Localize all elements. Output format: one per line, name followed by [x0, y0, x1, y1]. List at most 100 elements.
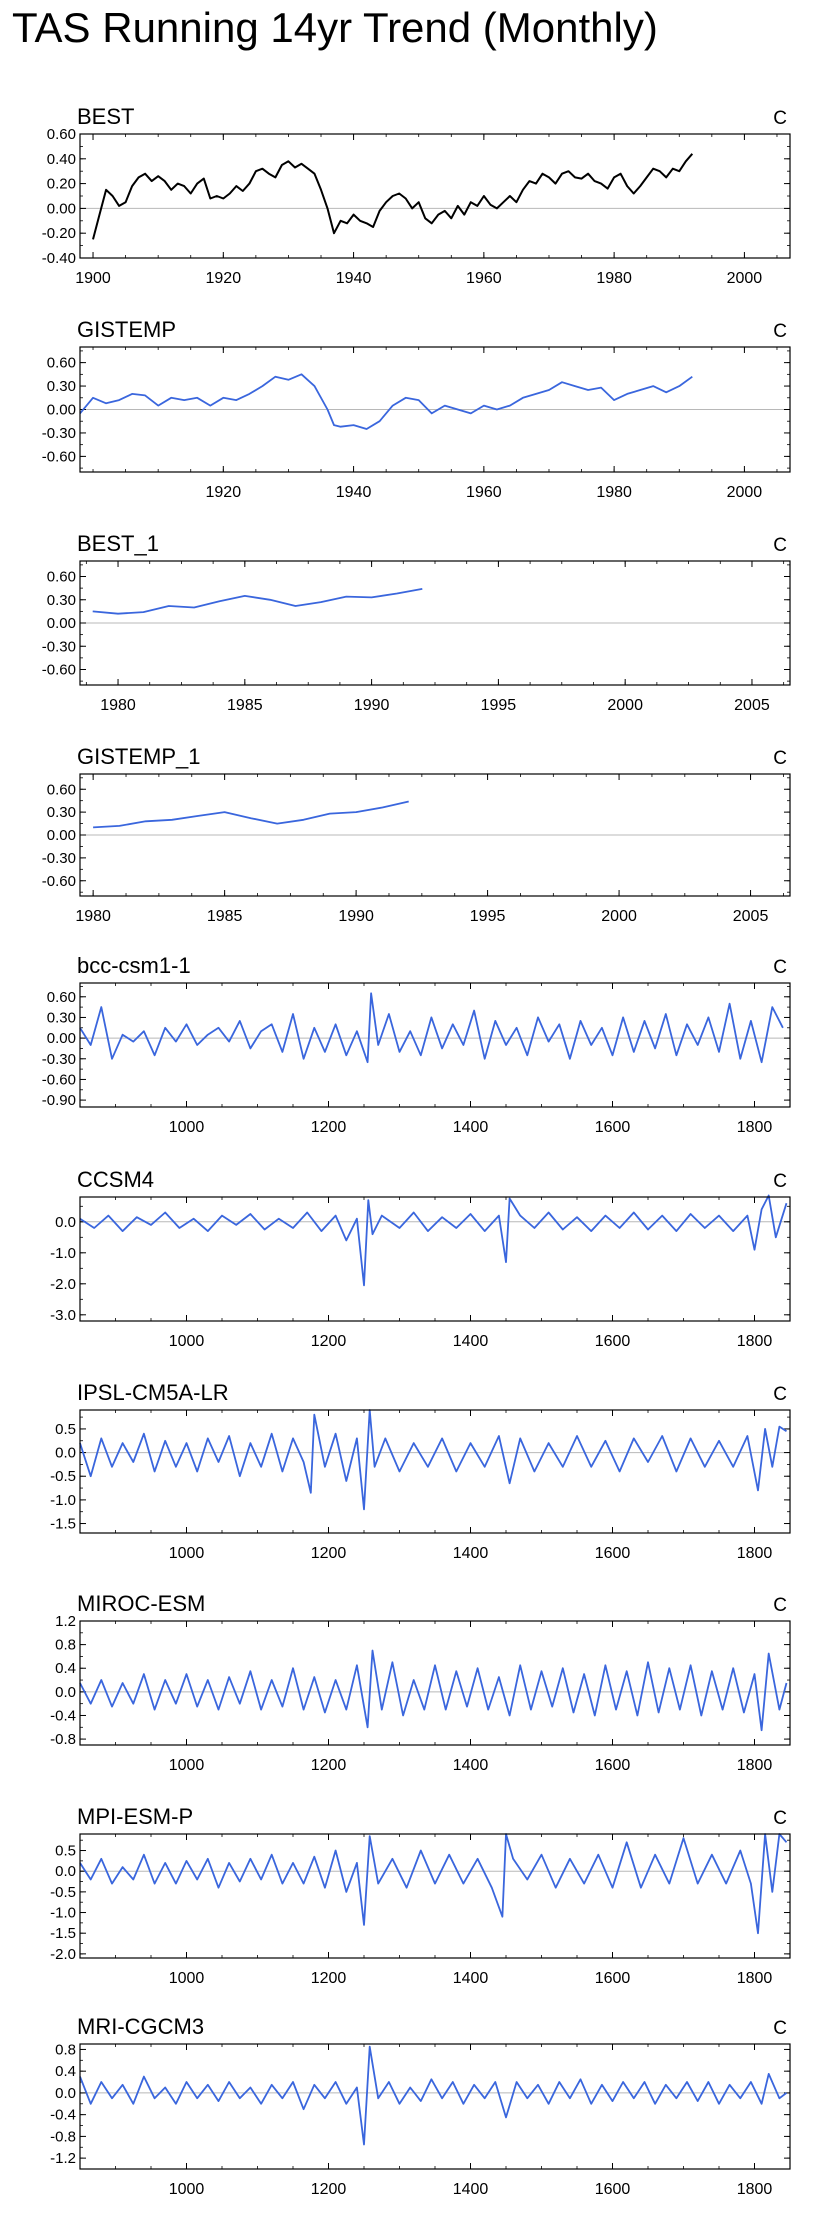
y-tick-label: 0.60 — [47, 355, 76, 372]
panel-unit: C — [773, 1384, 787, 1405]
x-tick-label: 1995 — [481, 697, 517, 714]
x-tick-label: 1600 — [595, 1545, 631, 1562]
panel-unit: C — [773, 1595, 787, 1616]
plot-frame — [79, 346, 791, 473]
x-tick-label: 1800 — [737, 1970, 773, 1987]
plot-frame — [79, 2043, 791, 2170]
x-tick-label: 1800 — [737, 1545, 773, 1562]
x-tick-label: 1400 — [453, 2181, 489, 2198]
panel-title: bcc-csm1-1 — [77, 953, 191, 978]
y-tick-label: -0.30 — [42, 850, 76, 867]
panel-unit: C — [773, 1171, 787, 1192]
panel-title: MIROC-ESM — [77, 1591, 205, 1616]
y-tick-label: -0.30 — [42, 425, 76, 442]
panel-ccsm4: CCSM4 C -3.0 -2.0 -1.0 0.0 1000 1200 1400 1600 180… — [50, 1167, 791, 1350]
plot-frame — [79, 1620, 791, 1746]
x-tick-label: 1000 — [169, 1545, 205, 1562]
x-tick-label: 1200 — [311, 1757, 347, 1774]
y-tick-label: -0.30 — [42, 638, 76, 655]
panel-mpi-esm-p: MPI-ESM-P C -2.0 -1.5 -1.0 -0.5 0.0 0.5 1000 1200… — [50, 1804, 791, 1987]
y-tick-label: -1.5 — [50, 1516, 76, 1533]
series-line — [79, 1833, 788, 1935]
x-tick-label: 1200 — [311, 1119, 347, 1136]
y-tick-label: -1.2 — [50, 2150, 76, 2167]
series-line — [79, 2045, 788, 2146]
series-line — [93, 800, 409, 829]
panel-unit: C — [773, 321, 787, 342]
y-tick-label: -1.5 — [50, 1925, 76, 1942]
x-tick-label: 1400 — [453, 1970, 489, 1987]
y-tick-label: 0.30 — [47, 378, 76, 395]
x-tick-label: 1960 — [466, 270, 502, 287]
x-tick-label: 2000 — [607, 697, 643, 714]
y-tick-label: 0.8 — [55, 2041, 76, 2058]
panel-title: CCSM4 — [77, 1167, 154, 1192]
x-tick-label: 2005 — [734, 697, 770, 714]
panel-mri-cgcm3: MRI-CGCM3 C -1.2 -0.8 -0.4 0.0 0.4 0.8 1000 1200 1… — [50, 2014, 791, 2198]
y-tick-label: 0.60 — [47, 989, 76, 1006]
x-tick-label: 1980 — [75, 908, 111, 925]
x-tick-label: 1000 — [169, 1333, 205, 1350]
x-tick-label: 1600 — [595, 1119, 631, 1136]
panel-ipsl-cm5a-lr: IPSL-CM5A-LR C -1.5 -1.0 -0.5 0.0 0.5 1000 1200 1… — [50, 1380, 791, 1562]
x-tick-label: 1600 — [595, 2181, 631, 2198]
y-tick-label: -0.4 — [50, 1707, 76, 1724]
y-tick-label: 0.0 — [55, 1684, 76, 1701]
y-tick-label: -2.0 — [50, 1276, 76, 1293]
y-tick-label: 0.4 — [55, 1660, 76, 1677]
y-tick-label: 0.5 — [55, 1421, 76, 1438]
x-tick-label: 1980 — [596, 270, 632, 287]
series-line — [79, 1649, 788, 1732]
x-tick-label: 1400 — [453, 1757, 489, 1774]
panel-title: BEST_1 — [77, 531, 159, 556]
y-tick-label: 0.00 — [47, 402, 76, 419]
series-line — [79, 1194, 788, 1287]
y-tick-label: 0.0 — [55, 2085, 76, 2102]
x-tick-label: 1990 — [354, 697, 390, 714]
panel-unit: C — [773, 2018, 787, 2039]
y-tick-label: 0.0 — [55, 1214, 76, 1231]
series-line — [92, 153, 694, 240]
y-tick-label: 0.0 — [55, 1445, 76, 1462]
panel-gistemp: GISTEMP C -0.60 -0.30 0.00 0.30 0.60 1920 1940 19… — [42, 317, 791, 501]
x-tick-label: 1940 — [336, 270, 372, 287]
y-tick-label: 1.2 — [55, 1613, 76, 1630]
x-tick-label: 1600 — [595, 1333, 631, 1350]
y-tick-label: 0.60 — [47, 569, 76, 586]
y-tick-label: 0.30 — [47, 804, 76, 821]
chart-panels: BEST C -0.40 -0.20 0.00 0.20 0.40 0.60 1900 1920 1… — [42, 104, 791, 2198]
y-tick-label: 0.4 — [55, 2063, 76, 2080]
x-tick-label: 1995 — [470, 908, 506, 925]
x-tick-label: 1960 — [466, 484, 502, 501]
y-tick-label: -0.5 — [50, 1468, 76, 1485]
panel-unit: C — [773, 535, 787, 556]
plot-frame — [79, 982, 791, 1108]
y-tick-label: -0.60 — [42, 1071, 76, 1088]
plot-frame — [79, 560, 791, 686]
y-tick-label: 0.0 — [55, 1863, 76, 1880]
panel-title: GISTEMP — [77, 317, 176, 342]
panel-title: GISTEMP_1 — [77, 744, 200, 769]
series-line — [79, 373, 693, 430]
x-tick-label: 1940 — [336, 484, 372, 501]
y-tick-label: -1.0 — [50, 1245, 76, 1262]
y-tick-label: 0.00 — [47, 827, 76, 844]
panel-miroc-esm: MIROC-ESM C -0.8 -0.4 0.0 0.4 0.8 1.2 1000 1200 14… — [50, 1591, 791, 1774]
x-tick-label: 1920 — [206, 484, 242, 501]
y-tick-label: 0.5 — [55, 1843, 76, 1860]
y-tick-label: -0.8 — [50, 1731, 76, 1748]
y-tick-label: -0.60 — [42, 448, 76, 465]
x-tick-label: 1400 — [453, 1119, 489, 1136]
y-tick-label: -0.8 — [50, 2128, 76, 2145]
y-tick-label: -0.4 — [50, 2107, 76, 2124]
y-tick-label: -0.5 — [50, 1884, 76, 1901]
x-tick-label: 1800 — [737, 2181, 773, 2198]
x-tick-label: 2000 — [727, 270, 763, 287]
x-tick-label: 1980 — [596, 484, 632, 501]
panel-unit: C — [773, 108, 787, 129]
y-tick-label: -0.40 — [42, 250, 76, 267]
y-tick-label: 0.30 — [47, 1009, 76, 1026]
series-line — [92, 588, 423, 615]
y-tick-label: 0.60 — [47, 126, 76, 143]
